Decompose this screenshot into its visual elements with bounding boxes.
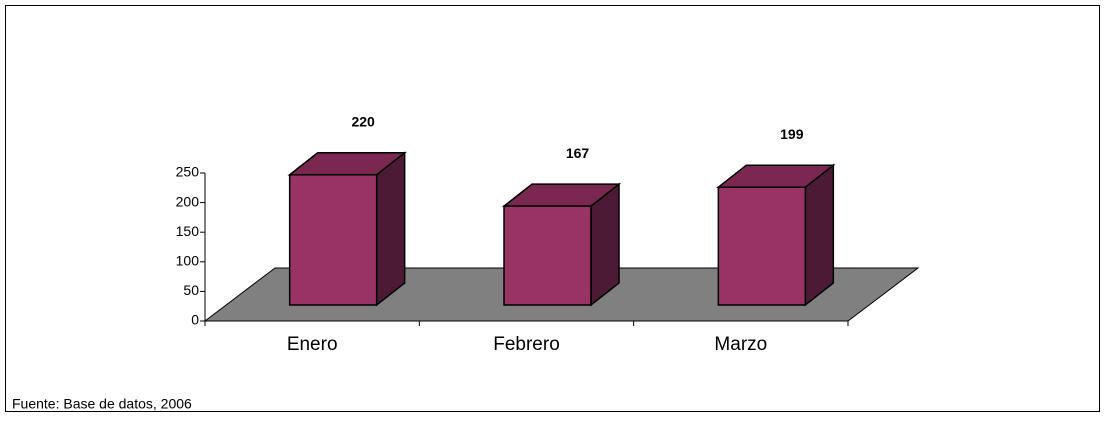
bar [503, 205, 592, 306]
y-tick-label: 200 [176, 193, 200, 209]
y-tick-label: 250 [176, 164, 200, 180]
y-tick-label: 100 [176, 253, 200, 269]
data-label: 167 [566, 145, 590, 161]
bar [717, 186, 807, 306]
bar [288, 174, 378, 306]
x-tick-label: Febrero [493, 334, 560, 355]
y-tick-label: 0 [191, 312, 199, 328]
source-note: Fuente: Base de datos, 2006 [12, 396, 192, 412]
x-tick-label: Marzo [714, 334, 767, 355]
y-tick-label: 150 [176, 223, 200, 239]
bar-side [375, 151, 406, 307]
y-tick-label: 50 [183, 282, 199, 298]
bar-side [804, 163, 835, 307]
data-label: 220 [351, 113, 375, 129]
x-tick-label: Enero [287, 334, 338, 355]
data-label: 199 [780, 126, 804, 142]
